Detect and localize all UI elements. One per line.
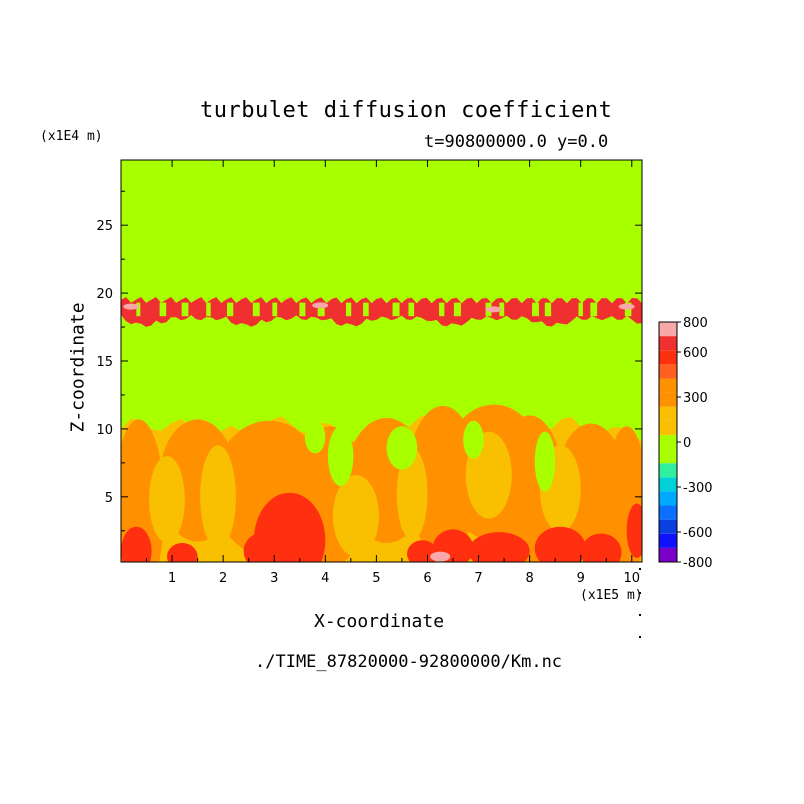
- z-unit-label: (x1E4 m): [40, 129, 103, 144]
- colorbar-label: 800: [683, 316, 708, 331]
- band-gap: [453, 302, 461, 317]
- z-tick-label: 10: [96, 423, 113, 438]
- colorbar-segment: [659, 463, 677, 478]
- x-tick-label: 1: [168, 571, 176, 586]
- colorbar-segment: [659, 434, 677, 450]
- colorbar-segment: [659, 477, 677, 492]
- eddy-red: [121, 526, 152, 562]
- x-tick-label: 3: [270, 571, 278, 586]
- z-tick-label: 25: [96, 219, 113, 234]
- colorbar-label: 300: [683, 391, 708, 406]
- z-tick-label: 5: [105, 491, 113, 506]
- colorbar-segment: [659, 392, 677, 407]
- band-peak: [485, 306, 502, 313]
- band-gap: [544, 302, 552, 317]
- x-axis-ticks: 1 2 3 4 5 6 7 8 9 10: [146, 160, 641, 586]
- band-gap: [363, 302, 369, 317]
- corner-mark: [639, 614, 641, 616]
- colorbar-label: -300: [683, 481, 713, 496]
- band-gap: [345, 302, 352, 317]
- axis-corner-marks: [639, 568, 641, 638]
- band-gap: [392, 302, 400, 317]
- colorbar-segment: [659, 364, 677, 379]
- quiet-intrusion: [327, 426, 354, 486]
- band-gap: [181, 302, 189, 317]
- eddy-red: [626, 503, 642, 558]
- corner-mark: [639, 568, 641, 570]
- quiet-intrusion: [463, 420, 484, 459]
- chart-subtitle: t=90800000.0 y=0.0: [424, 132, 609, 152]
- band-gap: [136, 302, 141, 317]
- colorbar-segment: [659, 491, 677, 506]
- x-tick-label: 6: [423, 571, 431, 586]
- eddy-red: [468, 532, 530, 562]
- band-gap: [408, 302, 415, 317]
- x-tick-label: 2: [219, 571, 227, 586]
- plot-area: [121, 160, 642, 562]
- quiet-intrusion: [386, 426, 418, 470]
- corner-mark: [639, 592, 641, 594]
- band-gap: [252, 302, 260, 317]
- band-gap: [317, 302, 325, 317]
- colorbar-label: 600: [683, 346, 708, 361]
- colorbar-segment: [659, 336, 677, 351]
- band-gap: [578, 302, 583, 317]
- eddy-red: [407, 540, 438, 562]
- x-tick-label: 9: [577, 571, 585, 586]
- colorbar-segment: [659, 505, 677, 520]
- x-tick-label: 8: [525, 571, 533, 586]
- colorbar: 800 600 300 0 -300 -600 -800: [658, 316, 713, 571]
- colorbar-label: -600: [683, 526, 713, 541]
- band-gap: [272, 302, 278, 317]
- eddy-core: [332, 475, 379, 557]
- eddy-red: [243, 532, 285, 562]
- upper-turbulent-band: [121, 297, 642, 327]
- x-axis-label: X-coordinate: [314, 611, 445, 632]
- eddy-core: [200, 445, 236, 549]
- band-gap: [159, 302, 167, 317]
- x-tick-label: 10: [624, 571, 641, 586]
- quiet-intrusion: [304, 420, 326, 454]
- eddy-red: [166, 542, 198, 562]
- x-tick-label: 4: [321, 571, 329, 586]
- band-gap: [226, 302, 234, 317]
- band-peak: [123, 303, 140, 310]
- colorbar-label: 0: [683, 436, 691, 451]
- colorbar-segment: [659, 322, 677, 337]
- band-peak: [618, 303, 635, 310]
- colorbar-label: -800: [683, 556, 713, 571]
- corner-mark: [639, 636, 641, 638]
- z-axis-ticks: 5 10 15 20 25: [96, 190, 642, 532]
- band-gap: [590, 302, 598, 317]
- colorbar-segment: [659, 519, 677, 534]
- band-gap: [299, 302, 306, 317]
- colorbar-segment: [659, 420, 677, 435]
- x-unit-label: (x1E5 m): [580, 588, 643, 603]
- quiet-intrusion: [534, 431, 556, 492]
- band-gap: [532, 302, 539, 317]
- chart-title: turbulet diffusion coefficient: [200, 98, 613, 123]
- eddy-red: [534, 526, 586, 562]
- z-tick-label: 15: [96, 355, 113, 370]
- x-tick-label: 7: [474, 571, 482, 586]
- colorbar-segment: [659, 378, 677, 393]
- eddy-red: [580, 533, 622, 562]
- colorbar-segment: [659, 533, 677, 548]
- band-gap: [206, 302, 211, 317]
- band-peak: [312, 302, 329, 309]
- colorbar-segment: [659, 449, 677, 464]
- source-file-label: ./TIME_87820000-92800000/Km.nc: [255, 652, 563, 672]
- z-tick-label: 20: [96, 287, 113, 302]
- colorbar-segment: [659, 406, 677, 421]
- eddy-peak: [430, 551, 451, 562]
- band-gap: [439, 302, 445, 317]
- x-tick-label: 5: [372, 571, 380, 586]
- colorbar-segment: [659, 350, 677, 365]
- eddy-core: [149, 456, 185, 543]
- eddy-core: [396, 447, 428, 541]
- colorbar-segment: [659, 547, 677, 562]
